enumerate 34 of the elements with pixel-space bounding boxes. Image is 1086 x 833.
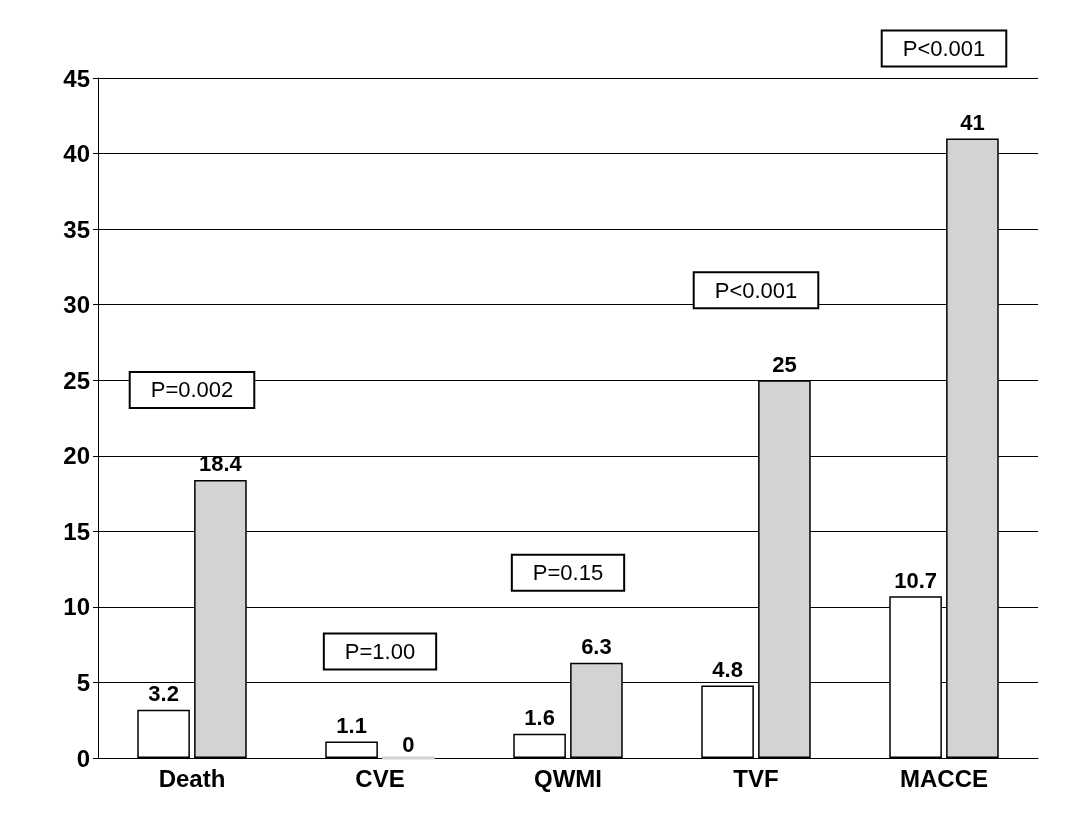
- y-tick-label: 5: [76, 668, 90, 696]
- bar: [137, 709, 190, 758]
- annotation: P=0.002: [150, 377, 234, 403]
- bar: [325, 741, 378, 758]
- text: P<0.001: [902, 35, 986, 61]
- x-tick-label: CVE: [355, 764, 405, 792]
- data-label: 1.6: [524, 705, 555, 731]
- y-tick-label: 15: [63, 517, 90, 545]
- y-tick-label: 35: [63, 215, 90, 243]
- y-tick-label: 20: [63, 442, 90, 470]
- data-label: 1.1: [336, 712, 367, 738]
- data-label: 41: [960, 109, 985, 135]
- bar: [513, 733, 566, 758]
- y-tick-label: 30: [63, 291, 90, 319]
- data-label: 10.7: [894, 567, 937, 593]
- x-tick-label: QWMI: [534, 764, 602, 792]
- y-tick-label: 40: [63, 140, 90, 168]
- y-tick-label: 45: [63, 64, 90, 92]
- annotation: P=0.15: [532, 560, 604, 586]
- y-tick-label: 0: [76, 744, 90, 772]
- data-label: 3.2: [148, 681, 179, 707]
- y-tick-label: 10: [63, 593, 90, 621]
- data-label: 4.8: [712, 656, 743, 682]
- annotation: P<0.001: [714, 277, 798, 303]
- x-tick-label: TVF: [733, 764, 779, 792]
- x-tick-label: MACCE: [900, 764, 988, 792]
- data-label: 6.3: [581, 634, 612, 660]
- y-tick-label: 25: [63, 366, 90, 394]
- data-label: 25: [772, 351, 797, 377]
- x-tick-label: Death: [158, 764, 226, 792]
- data-label: 18.4: [199, 451, 243, 477]
- data-label: 0: [402, 732, 415, 757]
- bar: [701, 685, 754, 758]
- annotation: P=1.00: [344, 638, 416, 664]
